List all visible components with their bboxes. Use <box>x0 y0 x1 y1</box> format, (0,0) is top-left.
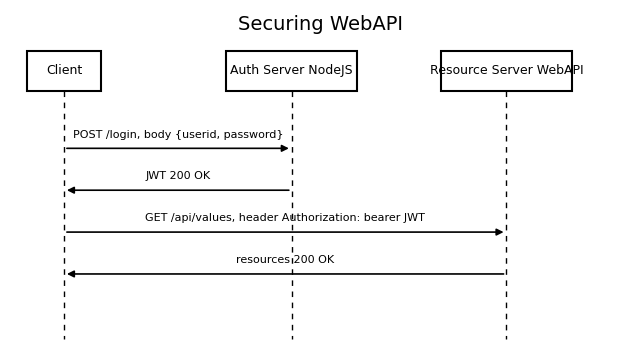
Bar <box>28 51 101 91</box>
Text: GET /api/values, header Authorization: bearer JWT: GET /api/values, header Authorization: b… <box>146 213 425 223</box>
Text: Securing WebAPI: Securing WebAPI <box>238 15 403 34</box>
Text: JWT 200 OK: JWT 200 OK <box>146 171 210 181</box>
Text: Auth Server NodeJS: Auth Server NodeJS <box>230 64 353 77</box>
Text: POST /login, body {userid, password}: POST /login, body {userid, password} <box>72 129 283 140</box>
Bar <box>441 51 572 91</box>
Text: Client: Client <box>46 64 82 77</box>
Bar <box>226 51 358 91</box>
Text: resources 200 OK: resources 200 OK <box>236 255 335 265</box>
Text: Resource Server WebAPI: Resource Server WebAPI <box>429 64 583 77</box>
